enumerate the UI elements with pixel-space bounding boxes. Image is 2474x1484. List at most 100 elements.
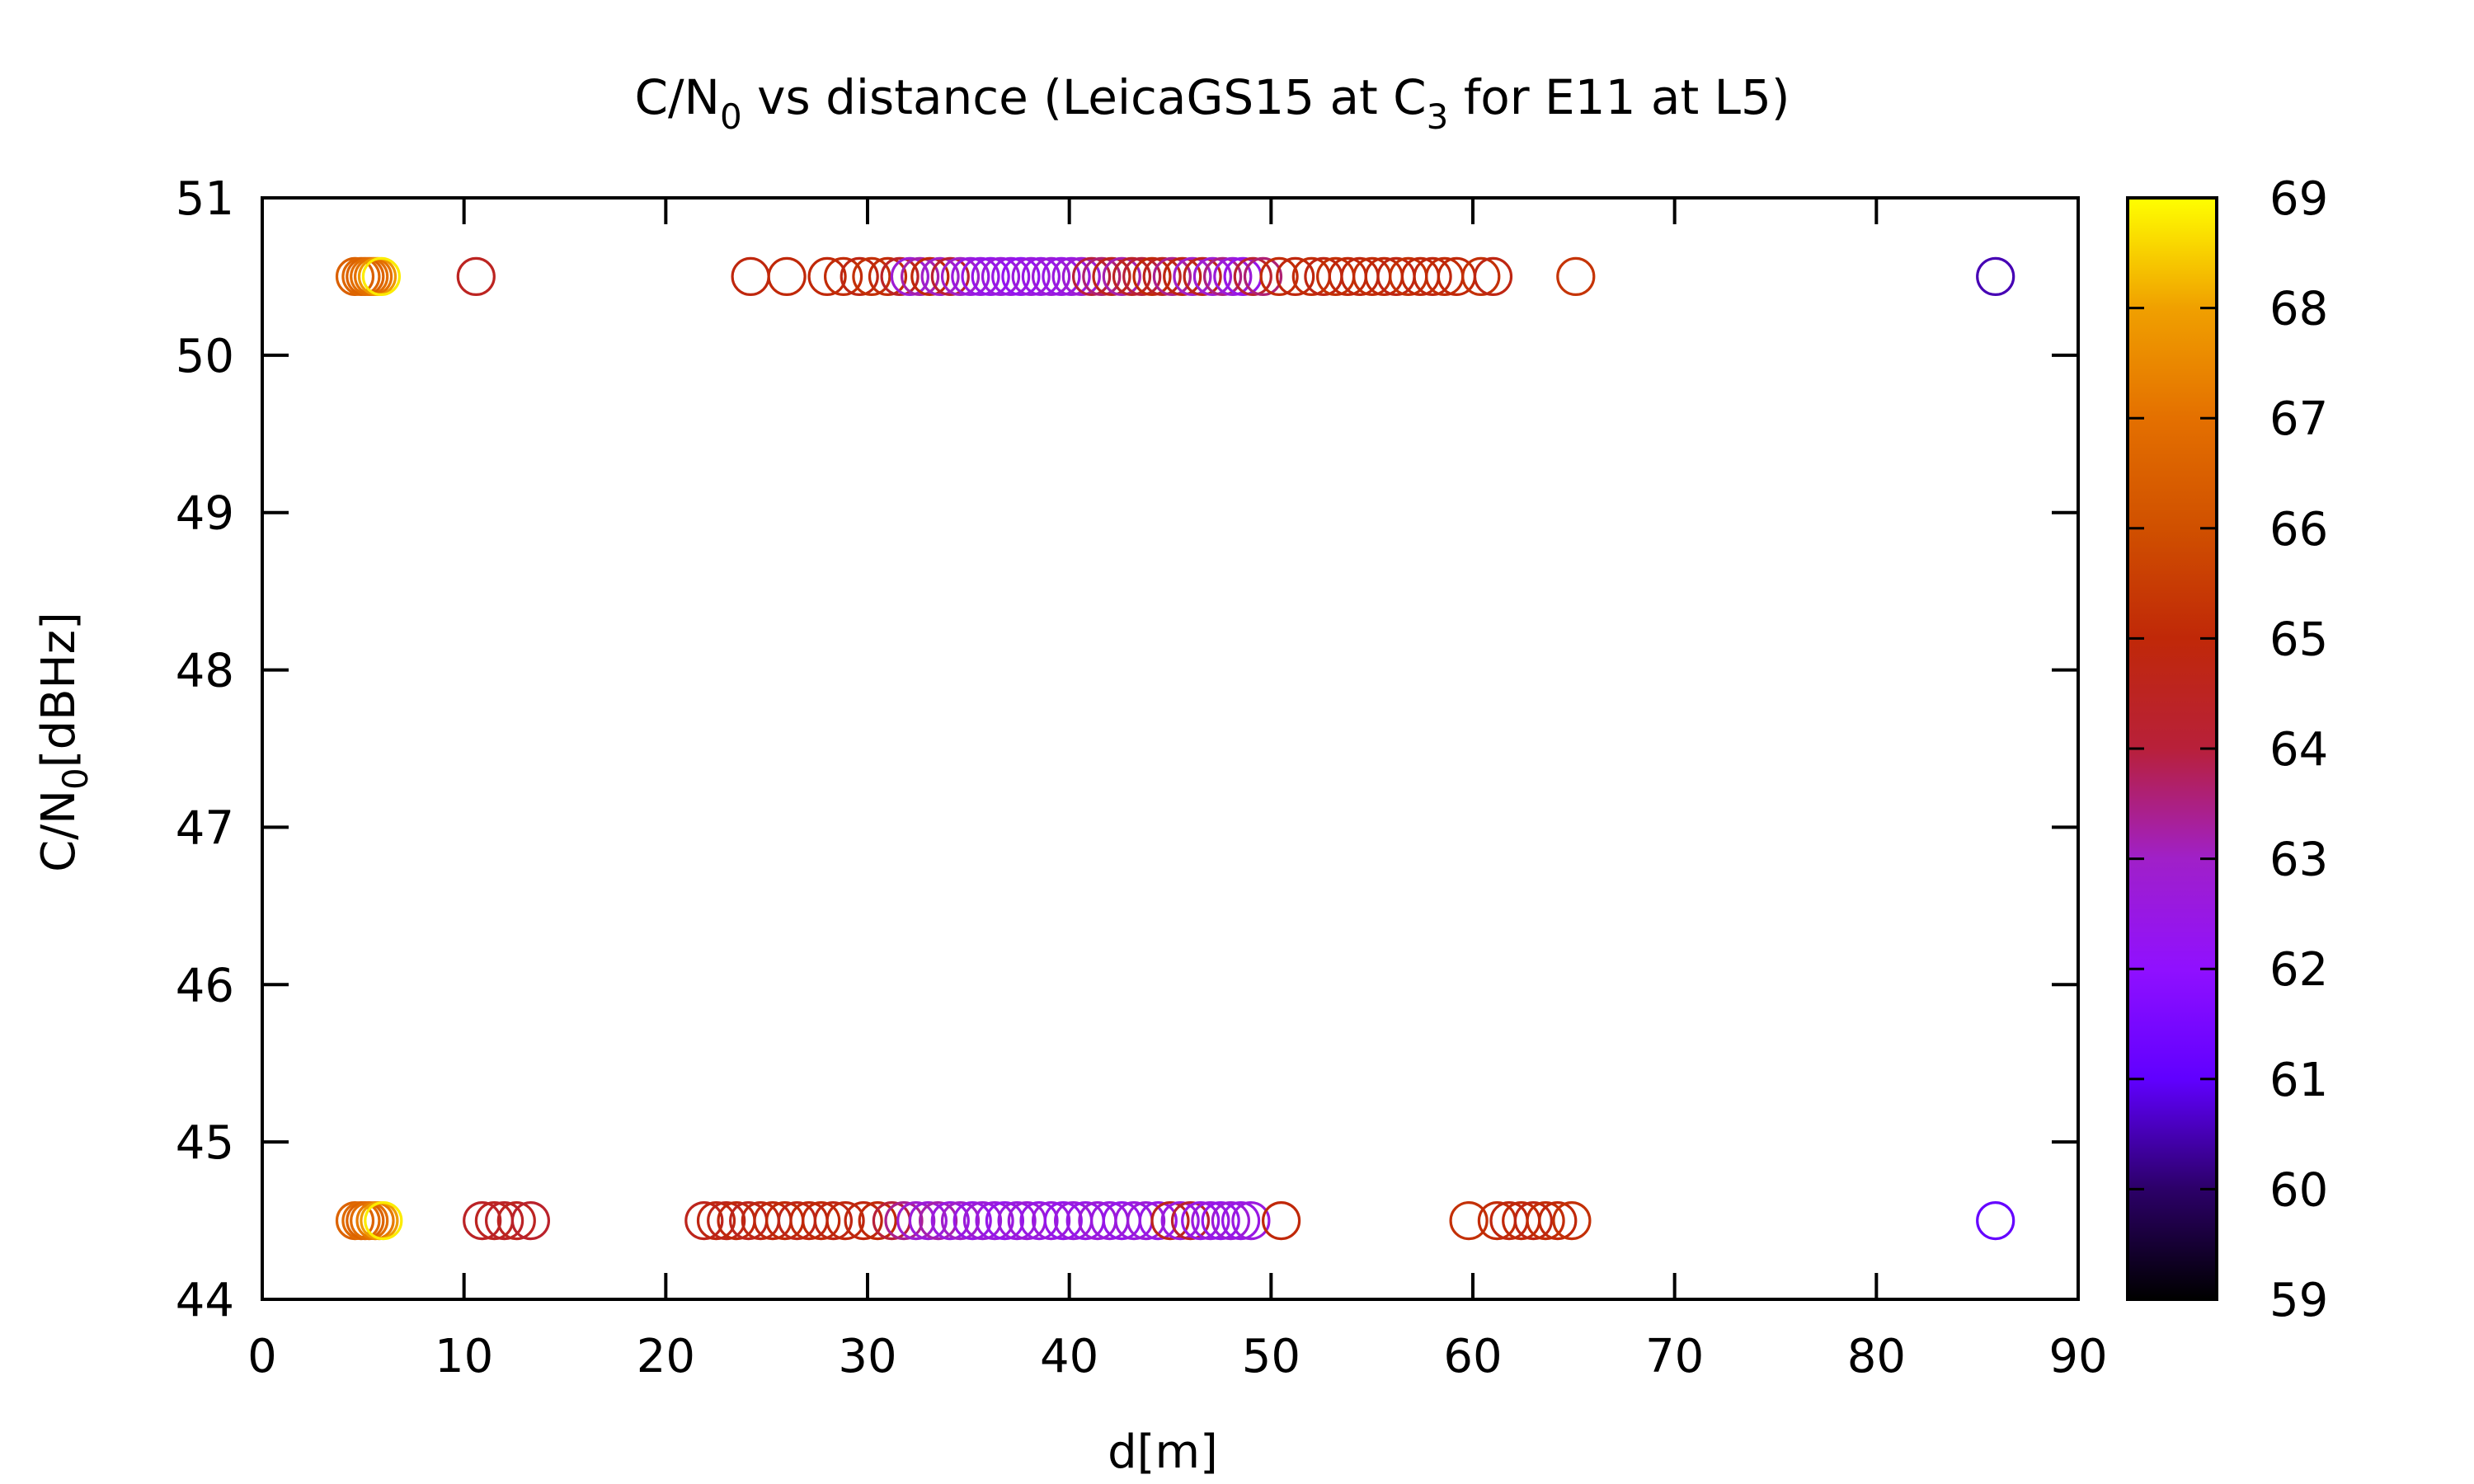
x-tick-label: 50 [1242, 1330, 1300, 1383]
y-tick-label: 48 [176, 645, 234, 698]
data-point [696, 1200, 736, 1241]
data-point [1001, 256, 1041, 296]
data-point [1202, 256, 1243, 296]
data-point [510, 1200, 551, 1241]
data-point [1181, 1200, 1221, 1241]
data-point [880, 256, 920, 296]
data-point [496, 1200, 536, 1241]
data-point [1556, 256, 1596, 296]
data-point [930, 1200, 970, 1241]
data-point [1513, 1200, 1554, 1241]
data-point [1473, 256, 1513, 296]
data-point [1150, 1200, 1190, 1241]
data-point [1461, 256, 1501, 296]
data-point [813, 1200, 854, 1241]
data-point [1259, 256, 1299, 296]
data-point [1043, 1200, 1083, 1241]
data-point [1233, 256, 1272, 296]
data-point [484, 1200, 524, 1241]
data-point [807, 256, 847, 296]
x-tick-label: 70 [1645, 1330, 1704, 1383]
data-point [684, 1200, 724, 1241]
chart-title: C/N0 vs distance (LeicaGS15 at C3 for E1… [635, 69, 1790, 137]
colorbar-tick-label: 62 [2269, 943, 2328, 997]
data-point [707, 1200, 746, 1241]
x-tick-label: 0 [247, 1330, 277, 1383]
data-point [823, 256, 863, 296]
x-tick-label: 20 [637, 1330, 695, 1383]
y-tick-label: 44 [176, 1274, 234, 1327]
data-point [1276, 256, 1315, 296]
data-point [1092, 256, 1131, 296]
colorbar-tick-label: 68 [2269, 283, 2328, 336]
colorbar-ticks: 59 60 61 62 63 64 65 66 67 68 69 [2128, 172, 2328, 1327]
data-point [802, 1200, 841, 1241]
x-tick-label: 90 [2048, 1330, 2107, 1383]
y-tick-label: 45 [176, 1116, 234, 1170]
data-point [1102, 256, 1141, 296]
data-point [1021, 256, 1061, 296]
x-tick-label: 60 [1443, 1330, 1502, 1383]
y-tick-label: 50 [176, 330, 234, 383]
data-point [940, 256, 981, 296]
data-point [361, 256, 401, 296]
data-point [1449, 1200, 1489, 1241]
data-point [991, 256, 1031, 296]
data-point [961, 256, 1000, 296]
data-point [1413, 256, 1452, 296]
data-point [825, 1200, 865, 1241]
data-points [335, 256, 2015, 1241]
data-point [1163, 256, 1202, 296]
data-point [900, 256, 940, 296]
colorbar-tick-label: 63 [2269, 834, 2328, 887]
y-tick-label: 51 [176, 172, 234, 226]
data-point [985, 1200, 1025, 1241]
data-point [1526, 1200, 1565, 1241]
y-tick-label: 47 [176, 801, 234, 855]
x-tick-label: 10 [435, 1330, 493, 1383]
data-point [1160, 1200, 1200, 1241]
data-point [1221, 1200, 1261, 1241]
colorbar-tick-label: 60 [2269, 1163, 2328, 1217]
data-point [1031, 256, 1071, 296]
colorbar-tick-label: 59 [2269, 1274, 2328, 1327]
data-point [1191, 1200, 1230, 1241]
axis-ticks: 0 10 20 30 40 50 60 70 80 90 44 45 46 47 48 49 50 51 [176, 172, 2108, 1383]
data-point [896, 1200, 936, 1241]
data-point [1082, 256, 1122, 296]
data-point [840, 256, 879, 296]
data-point [918, 1200, 958, 1241]
data-point [890, 256, 930, 296]
data-point [1213, 256, 1253, 296]
data-point [1061, 256, 1101, 296]
data-point [1201, 1200, 1240, 1241]
data-point [731, 256, 770, 296]
data-point [940, 1200, 981, 1241]
data-point [1538, 1200, 1578, 1241]
data-point [1142, 256, 1182, 296]
data-point [1243, 256, 1283, 296]
x-tick-label: 40 [1040, 1330, 1098, 1383]
data-point [884, 1200, 924, 1241]
data-point [1071, 256, 1112, 296]
data-point [952, 1200, 992, 1241]
data-point [1138, 1200, 1178, 1241]
data-point [920, 256, 960, 296]
data-point [1126, 1200, 1166, 1241]
colorbar-tick-label: 66 [2269, 503, 2328, 556]
data-point [997, 1200, 1037, 1241]
colorbar-tick-label: 61 [2269, 1054, 2328, 1107]
data-point [930, 256, 970, 296]
data-point [1132, 256, 1172, 296]
data-point [1031, 1200, 1071, 1241]
data-point [1552, 1200, 1592, 1241]
data-point [463, 1200, 502, 1241]
data-point [456, 256, 496, 296]
data-point [1112, 256, 1152, 296]
x-tick-label: 30 [838, 1330, 896, 1383]
data-point [975, 1200, 1014, 1241]
y-axis-label: C/N0[dBHz] [32, 612, 96, 872]
data-point [1170, 1200, 1211, 1241]
